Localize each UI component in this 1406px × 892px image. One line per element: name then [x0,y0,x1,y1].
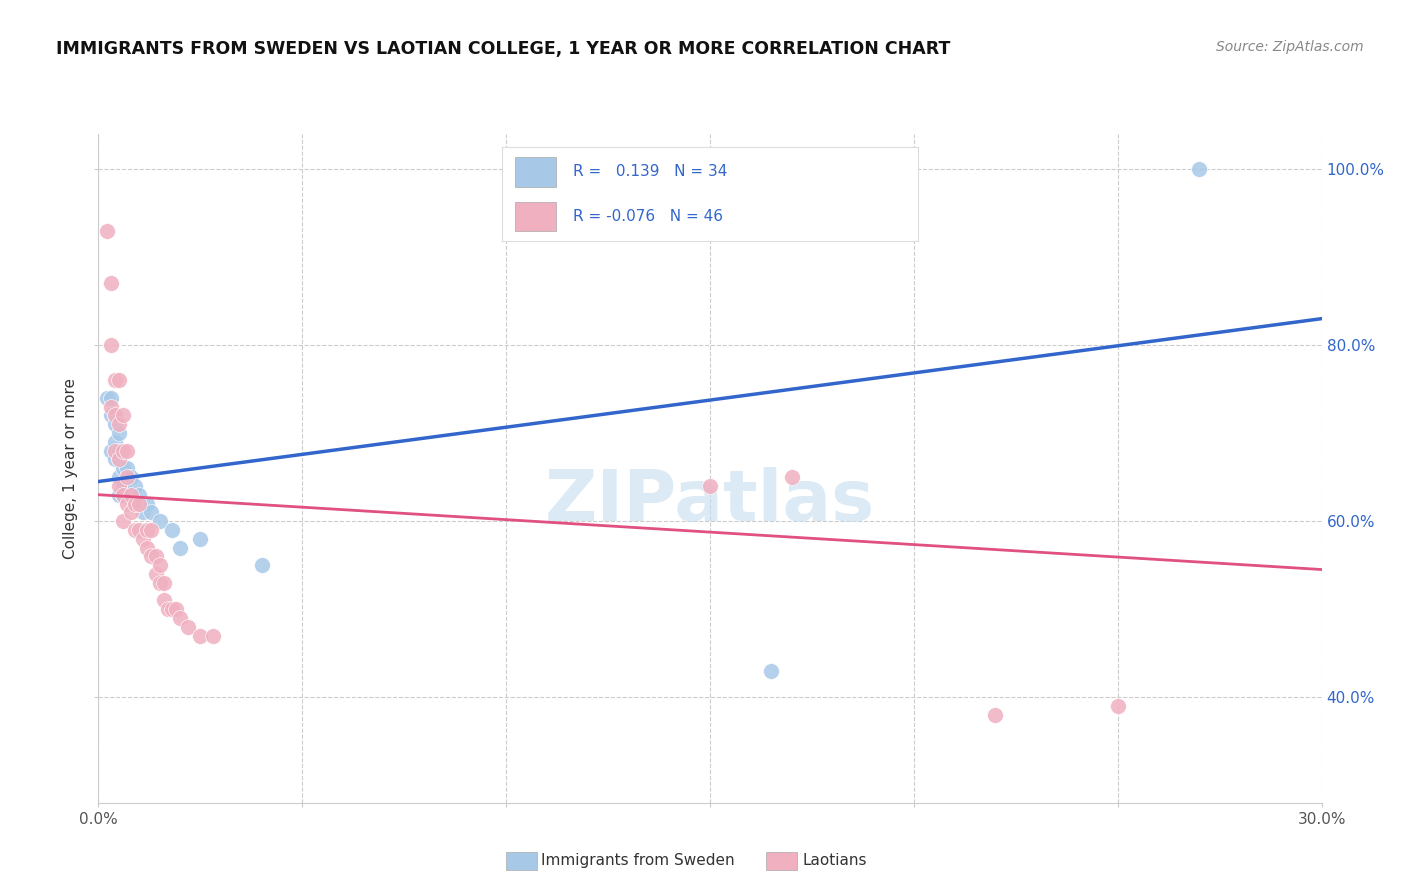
Point [149,558,172,573]
Point [761,664,783,678]
Point [124,496,146,510]
Point [108,452,131,467]
Point [108,452,131,467]
Point [201,629,224,643]
Point [104,373,127,387]
Point [115,488,138,502]
Text: IMMIGRANTS FROM SWEDEN VS LAOTIAN COLLEGE, 1 YEAR OR MORE CORRELATION CHART: IMMIGRANTS FROM SWEDEN VS LAOTIAN COLLEG… [56,40,950,58]
Point [1107,698,1129,713]
Point [96,391,118,405]
Point [132,532,155,546]
Point [152,575,174,590]
Point [108,470,131,484]
Text: Source: ZipAtlas.com: Source: ZipAtlas.com [1216,40,1364,54]
Point [108,488,131,502]
Point [145,566,167,581]
Point [120,488,142,502]
Point [100,391,122,405]
Point [152,593,174,607]
Point [108,443,131,458]
Point [108,426,131,441]
Point [104,434,127,449]
Point [141,523,163,537]
Point [100,277,122,291]
Point [136,541,159,555]
Point [149,575,172,590]
Point [188,629,212,643]
Point [136,496,159,510]
Point [169,541,191,555]
Point [111,443,134,458]
Point [100,400,122,414]
Text: Laotians: Laotians [803,854,868,868]
Point [108,373,131,387]
Point [169,611,191,625]
Point [96,224,118,238]
Point [128,496,150,510]
Point [128,496,150,510]
Point [111,409,134,423]
Point [132,505,155,519]
Point [124,479,146,493]
Point [141,549,163,564]
Point [984,707,1007,722]
Point [160,602,183,616]
Point [136,523,159,537]
Point [780,470,803,484]
Point [115,496,138,510]
Point [177,620,200,634]
Point [124,523,146,537]
Point [104,452,127,467]
Text: Immigrants from Sweden: Immigrants from Sweden [541,854,735,868]
Point [165,602,187,616]
Point [250,558,273,573]
Point [100,409,122,423]
Point [156,602,179,616]
Y-axis label: College, 1 year or more: College, 1 year or more [63,378,79,558]
Point [115,461,138,475]
Point [120,470,142,484]
Point [111,488,134,502]
Point [115,470,138,484]
Point [100,443,122,458]
Point [145,549,167,564]
Point [115,443,138,458]
Point [128,523,150,537]
Point [188,532,212,546]
Point [111,461,134,475]
Point [120,488,142,502]
Point [104,409,127,423]
Point [1188,161,1211,176]
Point [104,409,127,423]
Point [104,417,127,432]
Point [104,443,127,458]
Point [141,505,163,519]
Point [699,479,721,493]
Point [100,338,122,352]
Point [128,488,150,502]
Point [111,488,134,502]
Point [124,496,146,510]
Point [120,505,142,519]
Point [108,479,131,493]
Point [111,514,134,528]
Point [111,479,134,493]
Point [149,514,172,528]
Point [160,523,183,537]
Point [108,417,131,432]
Text: ZIPatlas: ZIPatlas [546,467,875,536]
